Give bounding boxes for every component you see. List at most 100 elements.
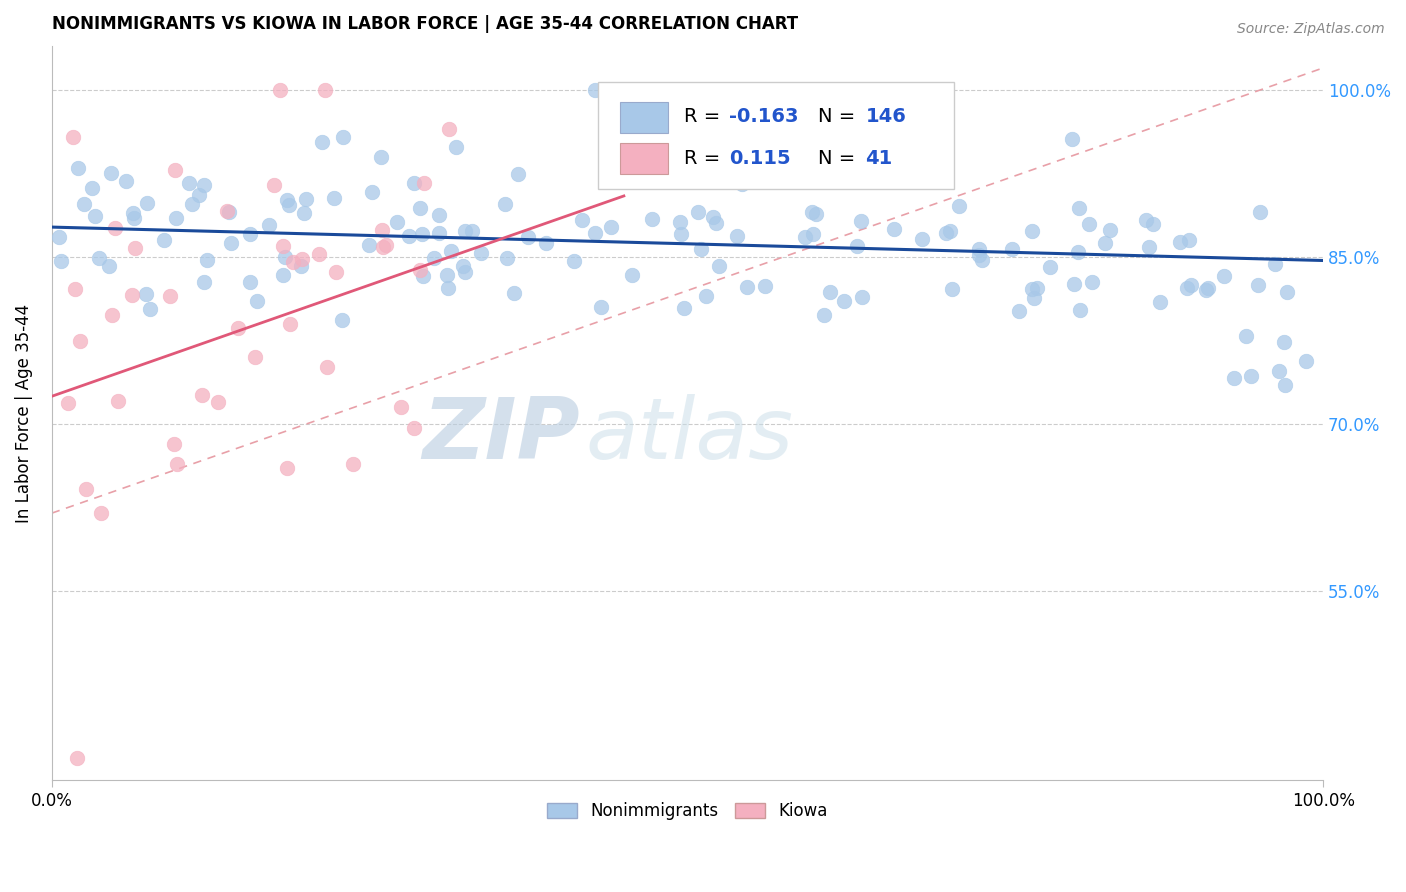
Point	[75, 482, 97, 496]
Point	[56, 395, 79, 409]
Point	[494, 197, 516, 211]
Point	[1077, 217, 1099, 231]
Point	[165, 211, 187, 225]
Point	[402, 176, 425, 190]
Point	[813, 309, 835, 323]
Bar	[620, 144, 668, 174]
Point	[1274, 335, 1296, 350]
Point	[671, 227, 693, 241]
Point	[271, 239, 294, 253]
Point	[727, 229, 749, 244]
Point	[700, 162, 723, 177]
Point	[163, 437, 186, 451]
Point	[516, 230, 538, 244]
Point	[427, 226, 450, 240]
Point	[461, 224, 484, 238]
Point	[735, 279, 758, 293]
Point	[1249, 204, 1271, 219]
Point	[620, 268, 643, 283]
Text: ZIP: ZIP	[422, 393, 579, 476]
Point	[243, 351, 266, 365]
Point	[804, 207, 827, 221]
Point	[342, 458, 364, 472]
Point	[191, 388, 214, 402]
Point	[62, 130, 84, 145]
Point	[87, 252, 110, 266]
Point	[423, 251, 446, 265]
Point	[437, 281, 460, 295]
Point	[84, 209, 107, 223]
Point	[454, 265, 477, 279]
Point	[228, 321, 250, 335]
Point	[104, 220, 127, 235]
Point	[589, 300, 612, 314]
Point	[193, 178, 215, 193]
Point	[193, 275, 215, 289]
Point	[413, 176, 436, 190]
Point	[704, 216, 727, 230]
Point	[274, 250, 297, 264]
Point	[323, 191, 346, 205]
Text: 146: 146	[866, 107, 907, 127]
Text: R =: R =	[683, 149, 720, 168]
Point	[246, 293, 269, 308]
Point	[63, 282, 86, 296]
Point	[188, 187, 211, 202]
Point	[641, 212, 664, 227]
Point	[690, 242, 713, 256]
Text: 41: 41	[866, 149, 893, 168]
Point	[66, 751, 89, 765]
Point	[967, 247, 990, 261]
Point	[800, 205, 823, 219]
Point	[219, 235, 242, 250]
Point	[1001, 242, 1024, 256]
FancyBboxPatch shape	[599, 82, 955, 189]
Point	[316, 360, 339, 375]
Point	[1268, 364, 1291, 378]
Point	[69, 334, 91, 348]
Point	[672, 301, 695, 315]
Point	[883, 222, 905, 236]
Point	[1081, 276, 1104, 290]
Point	[707, 259, 730, 273]
Point	[1022, 291, 1045, 305]
Point	[239, 227, 262, 241]
Point	[1168, 235, 1191, 249]
Point	[1137, 240, 1160, 254]
Point	[166, 457, 188, 471]
Point	[269, 83, 291, 97]
Point	[1295, 353, 1317, 368]
Point	[1142, 217, 1164, 231]
Point	[754, 278, 776, 293]
Point	[311, 135, 333, 149]
Text: -0.163: -0.163	[730, 107, 799, 127]
Y-axis label: In Labor Force | Age 35-44: In Labor Force | Age 35-44	[15, 303, 32, 523]
Point	[562, 254, 585, 268]
Point	[276, 193, 298, 207]
Point	[371, 222, 394, 236]
Point	[506, 167, 529, 181]
Point	[1194, 283, 1216, 297]
Point	[935, 227, 957, 241]
Point	[534, 236, 557, 251]
Point	[101, 308, 124, 322]
Point	[600, 220, 623, 235]
Point	[1222, 370, 1244, 384]
Point	[292, 206, 315, 220]
Point	[294, 192, 316, 206]
Point	[1026, 281, 1049, 295]
Point	[371, 240, 394, 254]
Point	[1274, 377, 1296, 392]
Text: NONIMMIGRANTS VS KIOWA IN LABOR FORCE | AGE 35-44 CORRELATION CHART: NONIMMIGRANTS VS KIOWA IN LABOR FORCE | …	[52, 15, 797, 33]
Point	[1008, 303, 1031, 318]
Point	[404, 421, 426, 435]
Point	[121, 288, 143, 302]
Point	[1060, 132, 1083, 146]
Point	[314, 83, 336, 97]
Point	[290, 259, 312, 273]
Point	[332, 129, 354, 144]
Point	[1063, 277, 1085, 292]
Point	[124, 211, 146, 226]
Point	[107, 394, 129, 409]
Point	[440, 244, 463, 258]
